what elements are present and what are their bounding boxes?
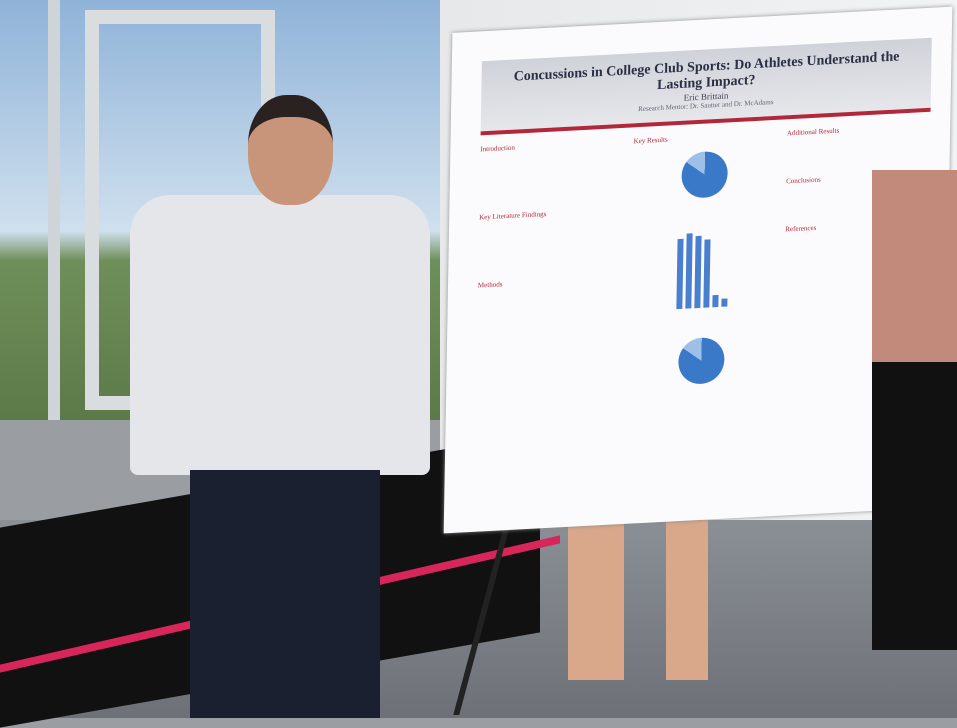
- section-heading: Introduction: [480, 143, 516, 154]
- pie-chart: [677, 336, 725, 386]
- pie-chart: [681, 150, 729, 199]
- poster-header: Concussions in College Club Sports: Do A…: [480, 37, 932, 136]
- person-behind-poster-legs: [568, 520, 708, 680]
- presenter-head: [248, 95, 333, 205]
- section-heading: Key Literature Findings: [479, 209, 547, 222]
- presenter-shirt: [130, 195, 430, 475]
- easel-tripod: [453, 515, 787, 715]
- section-heading: Methods: [477, 280, 503, 290]
- section-heading: Additional Results: [786, 126, 840, 138]
- window-frame: [0, 0, 60, 420]
- bar-chart: [676, 226, 729, 310]
- woman-onlooker: [872, 170, 957, 650]
- presenter-pants: [190, 470, 380, 718]
- section-heading: Key Results: [633, 135, 668, 146]
